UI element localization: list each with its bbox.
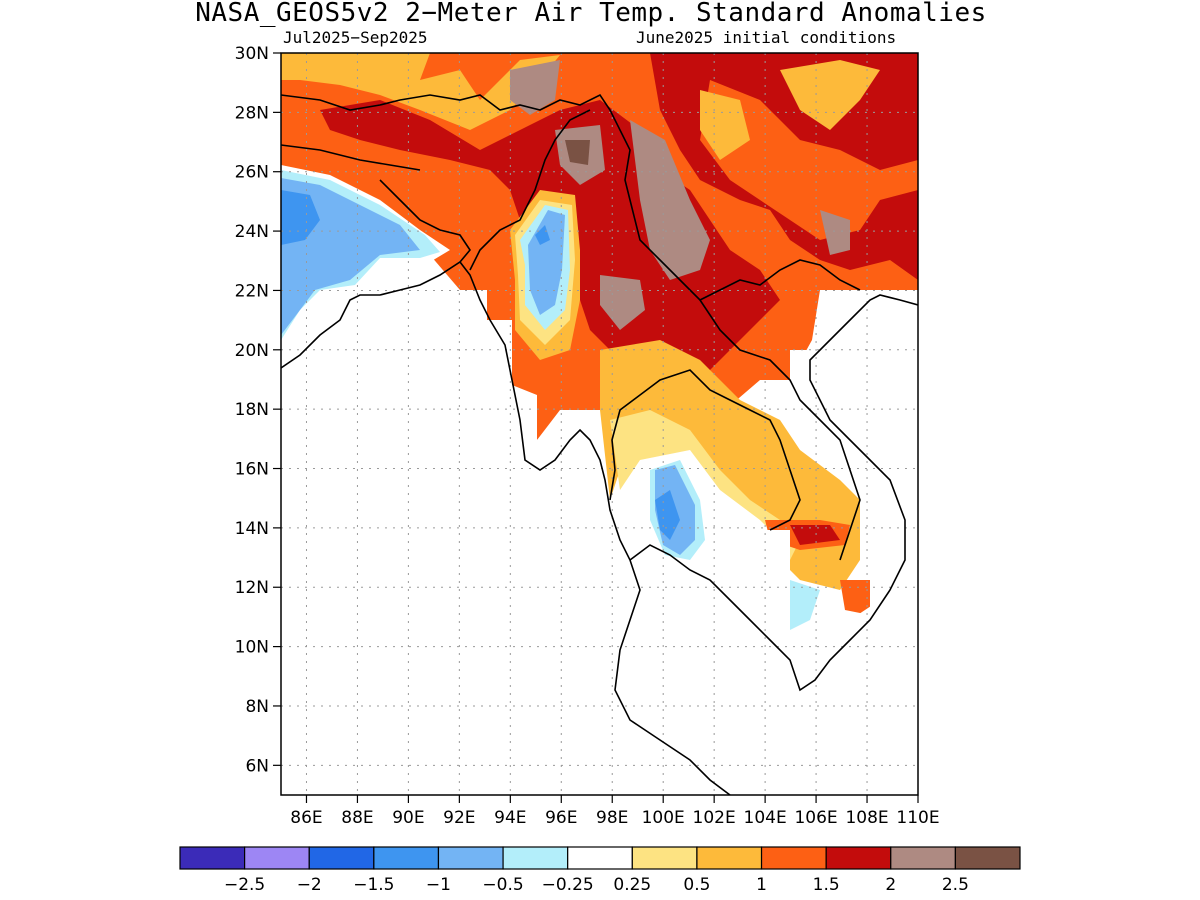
- coastline-indochina: [629, 294, 918, 692]
- lat-tick-label: 14N: [235, 519, 269, 539]
- lat-tick-label: 24N: [235, 222, 269, 242]
- anomaly-mask-cambodia-gap: [735, 530, 790, 590]
- colorbar-label: −0.5: [482, 875, 523, 895]
- map-title: NASA_GEOS5v2 2−Meter Air Temp. Standard …: [195, 0, 987, 28]
- anomaly-region-darkred-kh: [790, 525, 840, 545]
- colorbar-swatch: [760, 846, 827, 870]
- lon-tick-label: 108E: [845, 808, 888, 828]
- coastlines-and-borders: [281, 93, 918, 795]
- lat-tick-label: 18N: [235, 400, 269, 420]
- lat-tick-label: 20N: [235, 341, 269, 361]
- anomaly-region-yellow-ne: [780, 60, 880, 130]
- lat-tick-label: 12N: [235, 578, 269, 598]
- colorbar-label: 2: [885, 875, 896, 895]
- colorbar-label: −0.25: [542, 875, 594, 895]
- colorbar-swatch: [244, 846, 310, 870]
- colorbar-labels: −2.5 −2 −1.5 −1 −0.5 −0.25 0.25 0.5 1 1.5 2 2.5: [224, 875, 969, 895]
- anomaly-region-orange-ne: [700, 80, 918, 240]
- lon-tick-label: 86E: [290, 808, 322, 828]
- anomaly-mask-laos-gap: [790, 350, 815, 410]
- border-laos-vietnam: [699, 299, 861, 561]
- colorbar-swatch: [567, 846, 633, 870]
- colorbar-label: 0.25: [613, 875, 651, 895]
- colorbar-label: −2.5: [224, 875, 265, 895]
- colorbar-swatch: [179, 846, 246, 870]
- colorbar-swatch: [373, 846, 440, 870]
- lon-tick-label: 98E: [596, 808, 628, 828]
- initial-conditions: June2025 initial conditions: [636, 28, 897, 47]
- border-himalaya: [281, 93, 861, 301]
- lon-tick-label: 106E: [794, 808, 837, 828]
- border-india-nepal: [281, 144, 421, 171]
- colorbar-swatch: [308, 846, 375, 870]
- colorbar-label: 1: [756, 875, 767, 895]
- border-thailand: [609, 369, 801, 531]
- lat-tick-label: 22N: [235, 281, 269, 301]
- anomaly-region-yellow-north: [281, 53, 560, 130]
- colorbar-label: −1.5: [353, 875, 394, 895]
- anomaly-mask-gulf-tonkin: [820, 292, 918, 520]
- lon-tick-label: 110E: [896, 808, 939, 828]
- anomaly-region-brown-1: [510, 60, 560, 115]
- colorbar-swatch: [825, 846, 892, 870]
- colorbar-label: 2.5: [942, 875, 969, 895]
- anomaly-region-yellow-ne2: [700, 90, 750, 160]
- border-myanmar-west: [469, 109, 591, 271]
- anomaly-region-darkbrown: [565, 140, 590, 165]
- lon-tick-label: 92E: [443, 808, 475, 828]
- anomaly-region-brown-4: [600, 275, 645, 330]
- lon-tick-label: 102E: [693, 808, 736, 828]
- lon-tick-label: 90E: [392, 808, 424, 828]
- anomaly-region-cyan-kh: [790, 580, 820, 630]
- colorbar-swatch: [954, 846, 1021, 870]
- anomaly-region-darkred-north: [320, 100, 780, 390]
- colorbar-label: 1.5: [813, 875, 840, 895]
- colorbar-swatch: [502, 846, 569, 870]
- colorbar-swatch: [890, 846, 956, 870]
- anomaly-field: [281, 53, 918, 795]
- lat-tick-label: 30N: [235, 44, 269, 64]
- coastline-india-bangladesh: [281, 260, 731, 795]
- plot-frame: [280, 52, 919, 796]
- lat-tick-label: 6N: [245, 756, 269, 776]
- border-bangladesh: [379, 179, 471, 263]
- lat-tick-label: 26N: [235, 163, 269, 183]
- lon-tick-label: 88E: [341, 808, 373, 828]
- anomaly-region-brown-3: [630, 120, 710, 280]
- latitude-axis: 30N 28N 26N 24N 22N 20N 18N 16N 14N 12N 10N 8N 6N: [235, 44, 281, 776]
- colorbar-label: 0.5: [683, 875, 710, 895]
- lat-tick-label: 8N: [245, 697, 269, 717]
- colorbar-swatch: [631, 846, 698, 870]
- anomaly-region-orange-vn: [840, 580, 870, 615]
- colorbar-swatch: [437, 846, 504, 870]
- lon-tick-label: 104E: [744, 808, 787, 828]
- anomaly-mask-ocean-west: [281, 285, 918, 795]
- anomaly-region-brown-5: [820, 210, 850, 255]
- lat-tick-label: 16N: [235, 460, 269, 480]
- lon-tick-label: 96E: [545, 808, 577, 828]
- lon-tick-label: 94E: [494, 808, 526, 828]
- longitude-axis: 86E 88E 90E 92E 94E 96E 98E 100E 102E 104E 106E 108…: [290, 795, 940, 828]
- lon-tick-label: 100E: [642, 808, 685, 828]
- lat-tick-label: 10N: [235, 638, 269, 658]
- anomaly-region-blue-mm: [535, 225, 550, 245]
- forecast-period: Jul2025−Sep2025: [283, 28, 428, 47]
- lat-tick-label: 28N: [235, 103, 269, 123]
- colorbar: [179, 846, 1021, 870]
- colorbar-label: −1: [426, 875, 451, 895]
- colorbar-swatch: [696, 846, 763, 870]
- colorbar-label: −2: [297, 875, 322, 895]
